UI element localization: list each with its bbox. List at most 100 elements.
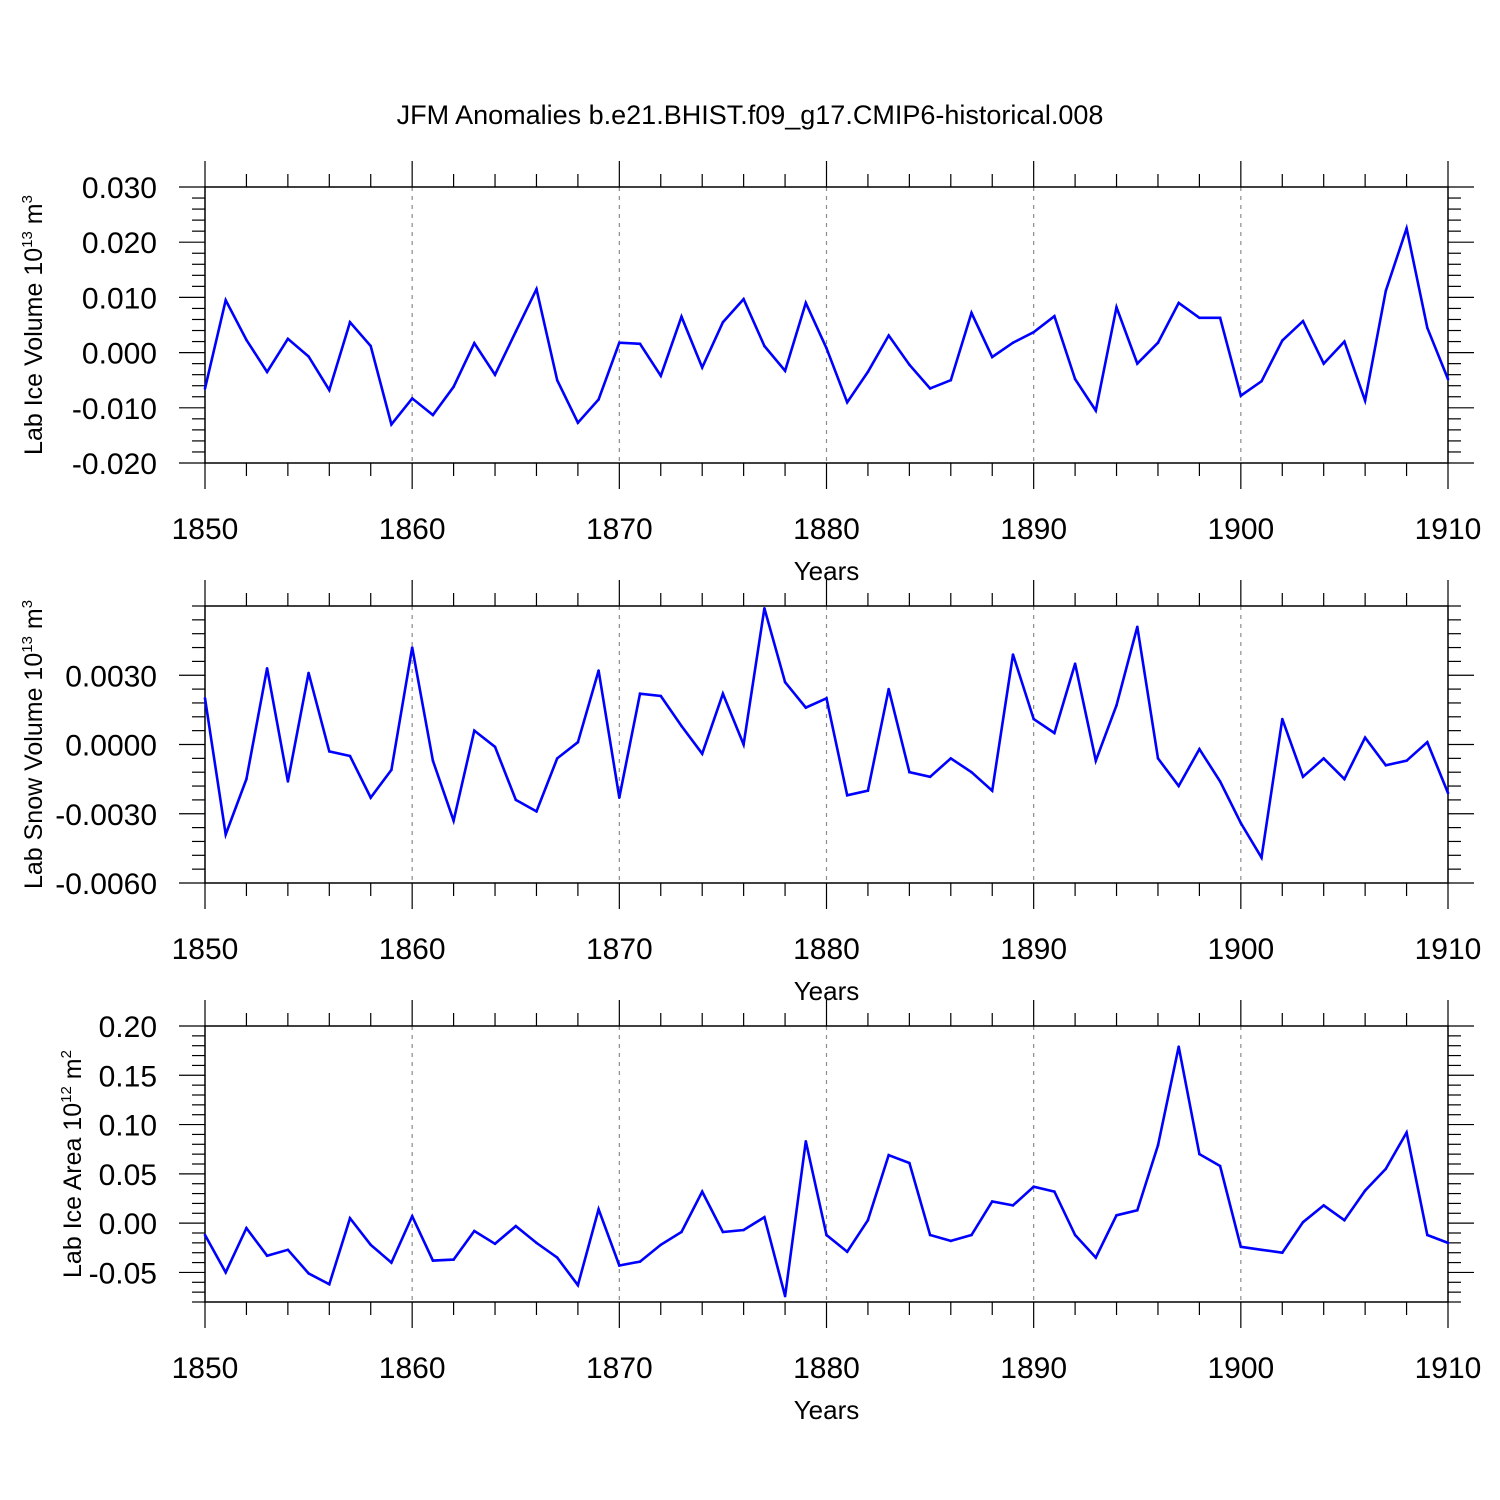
data-point — [493, 373, 497, 377]
data-point — [265, 1254, 269, 1257]
data-point — [390, 423, 393, 426]
data-point — [1405, 1131, 1408, 1134]
data-point — [286, 337, 290, 341]
x-tick-label: 1860 — [379, 513, 446, 546]
panel-ice-area: 1850 1860 1870 1880 1890 1900 1910 -0.05 0.00 0.0… — [58, 1000, 1481, 1425]
y-axis-title-unit-exponent: 2 — [58, 1050, 75, 1058]
data-point — [1281, 717, 1284, 721]
data-point — [742, 743, 745, 746]
data-point — [1260, 380, 1263, 383]
data-point — [203, 1233, 207, 1237]
data-point — [1115, 704, 1118, 707]
data-point — [721, 692, 725, 695]
data-point — [825, 346, 828, 350]
data-point — [1094, 759, 1098, 762]
data-point — [928, 387, 932, 390]
data-point — [286, 780, 290, 783]
data-point — [618, 796, 621, 799]
data-point — [473, 729, 476, 732]
data-point — [245, 338, 248, 342]
data-point — [908, 363, 911, 367]
data-point — [928, 1233, 932, 1237]
y-tick-label: 0.00 — [99, 1208, 157, 1241]
y-axis-title-text: Lab Snow Volume 10 — [20, 653, 48, 889]
y-tick-label: -0.0060 — [55, 868, 157, 901]
data-point — [1032, 717, 1035, 721]
data-point — [597, 669, 600, 672]
data-point — [1156, 1144, 1160, 1147]
y-axis-title-text: Lab Ice Area 10 — [59, 1103, 87, 1278]
x-tick-label: 1900 — [1207, 1352, 1274, 1385]
y-axis-title-text: Lab Ice Volume 10 — [20, 248, 48, 455]
data-point — [514, 798, 518, 802]
data-point — [245, 1226, 248, 1230]
x-axis-title: Years — [794, 1395, 860, 1425]
data-point — [1053, 731, 1056, 735]
x-tick-label: 1880 — [793, 933, 860, 966]
x-tick-label: 1910 — [1415, 933, 1482, 966]
data-point — [1281, 1251, 1284, 1254]
data-point — [1115, 306, 1118, 309]
data-point — [1301, 1220, 1305, 1224]
data-point — [514, 1224, 518, 1228]
data-point — [783, 680, 787, 684]
data-point — [1177, 301, 1180, 305]
data-point — [265, 667, 269, 670]
y-tick-label: 0.0030 — [65, 660, 157, 693]
data-point — [618, 1264, 621, 1267]
data-point — [804, 706, 808, 709]
data-point — [1301, 775, 1305, 779]
data-point — [203, 697, 207, 700]
data-point — [1446, 1241, 1450, 1245]
data-point — [970, 311, 973, 315]
data-point — [1198, 316, 1201, 320]
data-point — [535, 810, 538, 813]
data-point — [535, 287, 538, 291]
y-tick-label: -0.0030 — [55, 799, 157, 832]
x-tick-label: 1880 — [793, 1352, 860, 1385]
data-point — [1322, 757, 1325, 760]
data-point — [928, 775, 932, 779]
data-point — [1218, 780, 1222, 783]
data-point — [410, 397, 414, 400]
data-point — [493, 745, 497, 749]
data-point — [949, 757, 953, 760]
data-point — [245, 777, 248, 781]
panels: 1850 1860 1870 1880 1890 1900 1910 -0.020 -0.010… — [19, 161, 1481, 1425]
data-point — [576, 421, 580, 425]
data-point — [1239, 1245, 1243, 1249]
data-point — [721, 320, 725, 324]
data-point — [638, 342, 642, 346]
data-point — [1156, 757, 1160, 760]
data-point — [1198, 1152, 1201, 1156]
data-point — [1363, 736, 1367, 739]
data-point — [431, 413, 435, 417]
data-point — [949, 378, 953, 382]
data-point — [1177, 784, 1180, 788]
data-point — [618, 341, 621, 345]
data-point — [700, 1190, 704, 1193]
data-point — [866, 370, 870, 374]
data-point — [265, 370, 269, 374]
x-tick-label: 1850 — [172, 1352, 239, 1385]
data-point — [990, 355, 994, 359]
data-point — [1094, 1256, 1098, 1259]
data-point — [369, 796, 373, 799]
panel-ice-volume: 1850 1860 1870 1880 1890 1900 1910 -0.020 -0.010… — [19, 161, 1481, 586]
data-point — [224, 1271, 227, 1274]
data-point — [887, 334, 890, 337]
data-point — [680, 315, 683, 319]
data-point — [576, 1283, 580, 1287]
data-point — [431, 1259, 435, 1262]
y-tick-label: 0.05 — [99, 1159, 157, 1192]
data-point — [1260, 856, 1263, 859]
data-point — [390, 768, 393, 772]
data-point — [203, 387, 207, 390]
data-point — [224, 298, 227, 302]
y-axis-title: Lab Snow Volume 1013 m3 — [19, 600, 48, 889]
x-tick-label: 1890 — [1000, 1352, 1067, 1385]
data-point — [348, 1216, 352, 1220]
data-point — [286, 1248, 290, 1252]
y-tick-label: 0.10 — [99, 1110, 157, 1143]
x-tick-label: 1900 — [1207, 933, 1274, 966]
